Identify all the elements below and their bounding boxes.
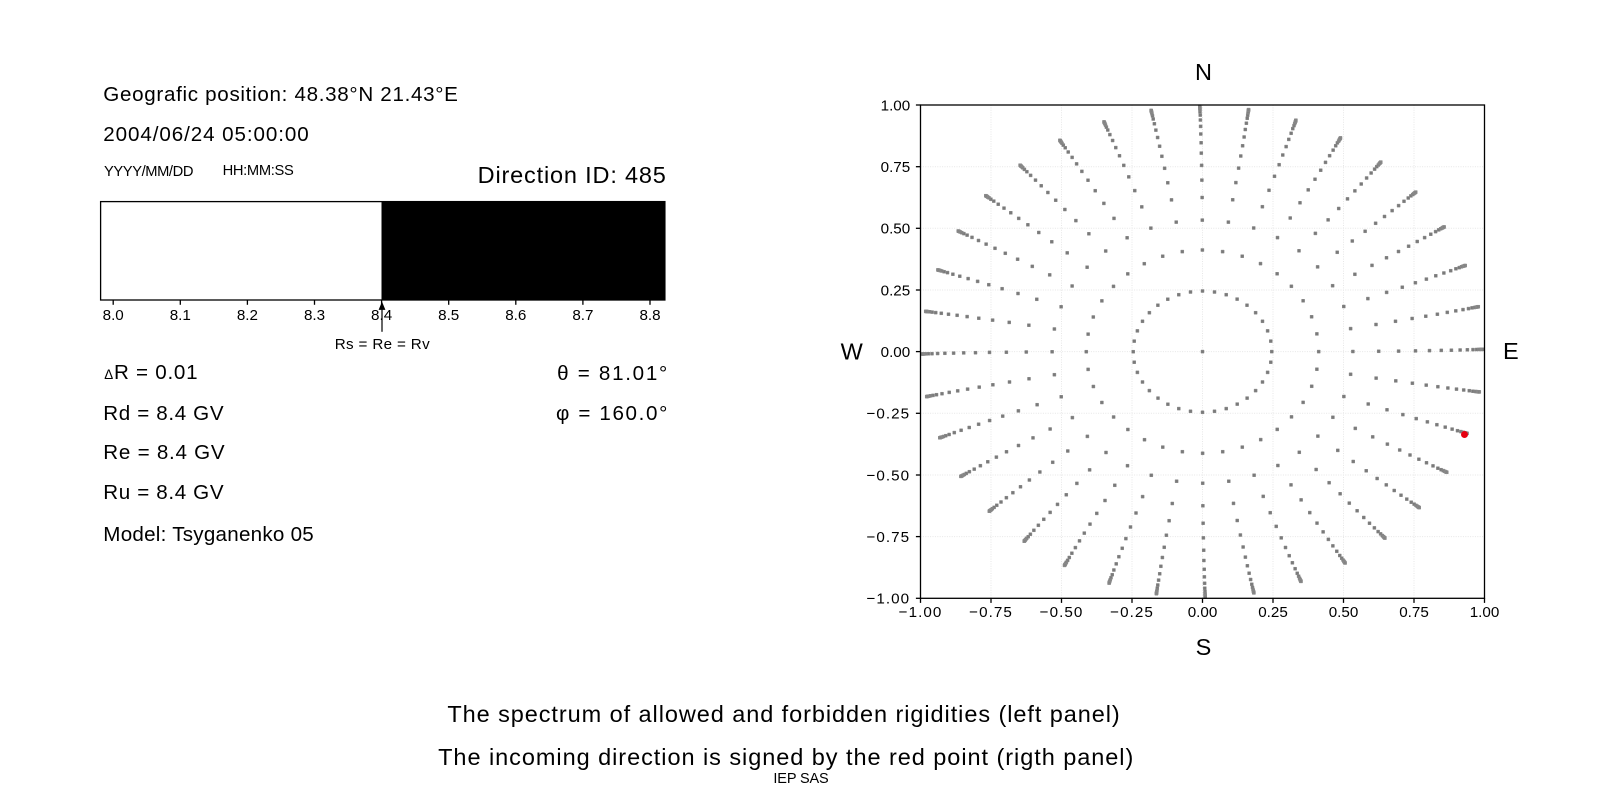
svg-text:8.0: 8.0	[103, 307, 124, 324]
svg-text:8.2: 8.2	[237, 307, 258, 324]
svg-text:0.25: 0.25	[1258, 604, 1288, 621]
svg-text:−0.75: −0.75	[867, 529, 911, 546]
svg-text:1.00: 1.00	[1470, 604, 1500, 621]
svg-text:0.00: 0.00	[1188, 604, 1218, 621]
svg-text:8.8: 8.8	[639, 307, 660, 324]
svg-text:0.75: 0.75	[1399, 604, 1429, 621]
svg-text:E: E	[1503, 338, 1519, 364]
svg-text:−0.75: −0.75	[969, 604, 1013, 621]
svg-text:W: W	[841, 339, 864, 365]
svg-text:8.3: 8.3	[304, 307, 325, 324]
svg-text:0.50: 0.50	[1329, 604, 1359, 621]
svg-text:−0.50: −0.50	[1040, 604, 1084, 621]
svg-text:0.00: 0.00	[881, 344, 911, 361]
svg-text:0.50: 0.50	[881, 221, 911, 238]
svg-text:−0.25: −0.25	[867, 406, 911, 423]
svg-text:−1.00: −1.00	[867, 591, 911, 608]
svg-text:N: N	[1195, 59, 1212, 85]
svg-text:−0.50: −0.50	[867, 467, 911, 484]
svg-text:S: S	[1196, 634, 1212, 660]
svg-text:8.7: 8.7	[572, 307, 593, 324]
svg-text:8.5: 8.5	[438, 307, 459, 324]
svg-text:0.75: 0.75	[881, 159, 911, 176]
svg-text:8.1: 8.1	[170, 307, 191, 324]
svg-text:−1.00: −1.00	[899, 604, 943, 621]
svg-text:8.6: 8.6	[505, 307, 526, 324]
svg-text:1.00: 1.00	[881, 97, 911, 114]
svg-text:0.25: 0.25	[881, 282, 911, 299]
svg-text:−0.25: −0.25	[1110, 604, 1154, 621]
svg-text:Rs = Re = Rv: Rs = Re = Rv	[335, 336, 430, 353]
